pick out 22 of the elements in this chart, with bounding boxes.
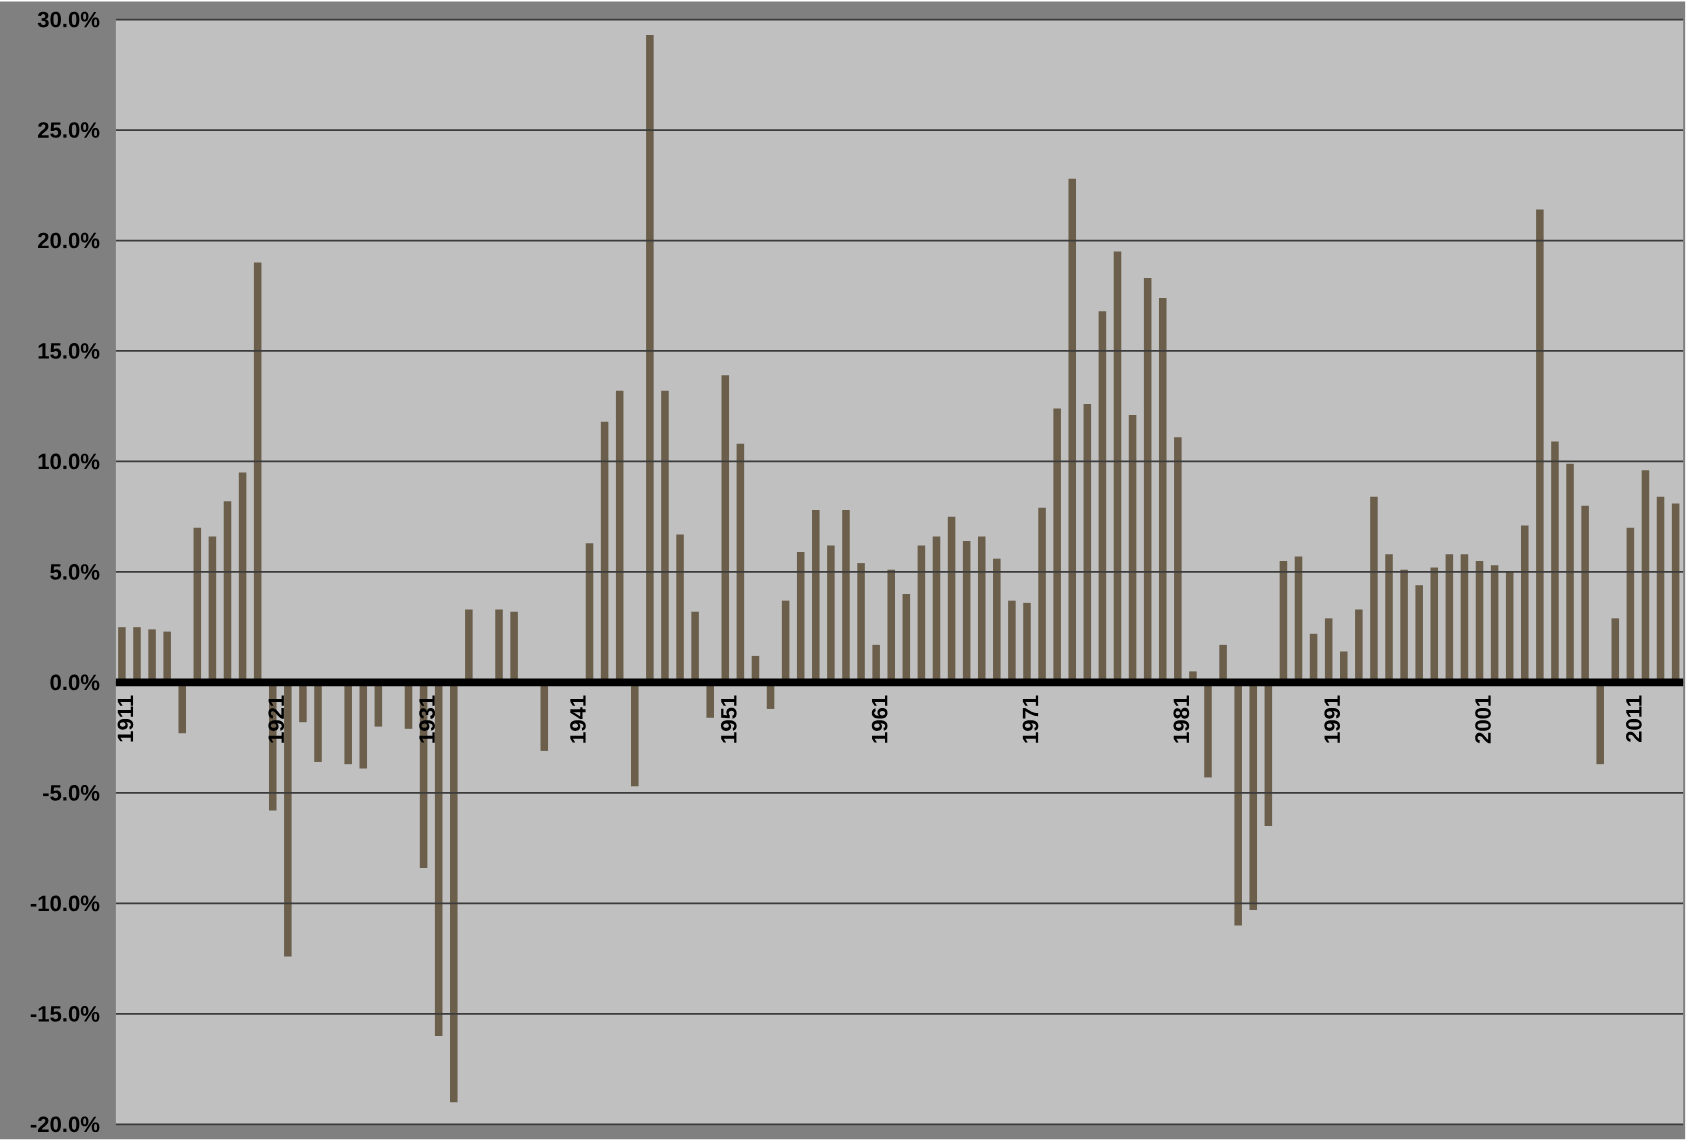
y-tick-label: 25.0% bbox=[38, 122, 100, 138]
x-tick-label: 1971 bbox=[1022, 695, 1039, 743]
y-tick-label: -5.0% bbox=[43, 785, 100, 801]
x-tick-label: 2011 bbox=[1626, 695, 1642, 743]
y-tick-label: -20.0% bbox=[30, 1116, 100, 1133]
y-tick-label: 5.0% bbox=[50, 564, 100, 580]
x-tick-label: 1921 bbox=[268, 695, 285, 743]
y-tick-label: 10.0% bbox=[38, 453, 100, 470]
x-tick-label: 2001 bbox=[1475, 695, 1491, 744]
x-tick-label: 1941 bbox=[570, 695, 586, 743]
y-tick-label: -10.0% bbox=[30, 895, 100, 912]
x-tick-label: 1911 bbox=[117, 695, 134, 742]
y-tick-label: 20.0% bbox=[38, 232, 100, 249]
y-tick-label: 30.0% bbox=[37, 11, 100, 28]
x-tick-label: 1931 bbox=[419, 695, 435, 743]
y-tick-label: 0.0% bbox=[50, 674, 100, 691]
x-tick-label: 1951 bbox=[720, 695, 737, 743]
x-tick-label: 1981 bbox=[1173, 695, 1190, 743]
x-tick-label: 1961 bbox=[871, 695, 888, 743]
x-tick-label: 1991 bbox=[1324, 695, 1341, 743]
y-tick-label: 15.0% bbox=[38, 343, 100, 359]
y-tick-label: -15.0% bbox=[30, 1006, 100, 1022]
